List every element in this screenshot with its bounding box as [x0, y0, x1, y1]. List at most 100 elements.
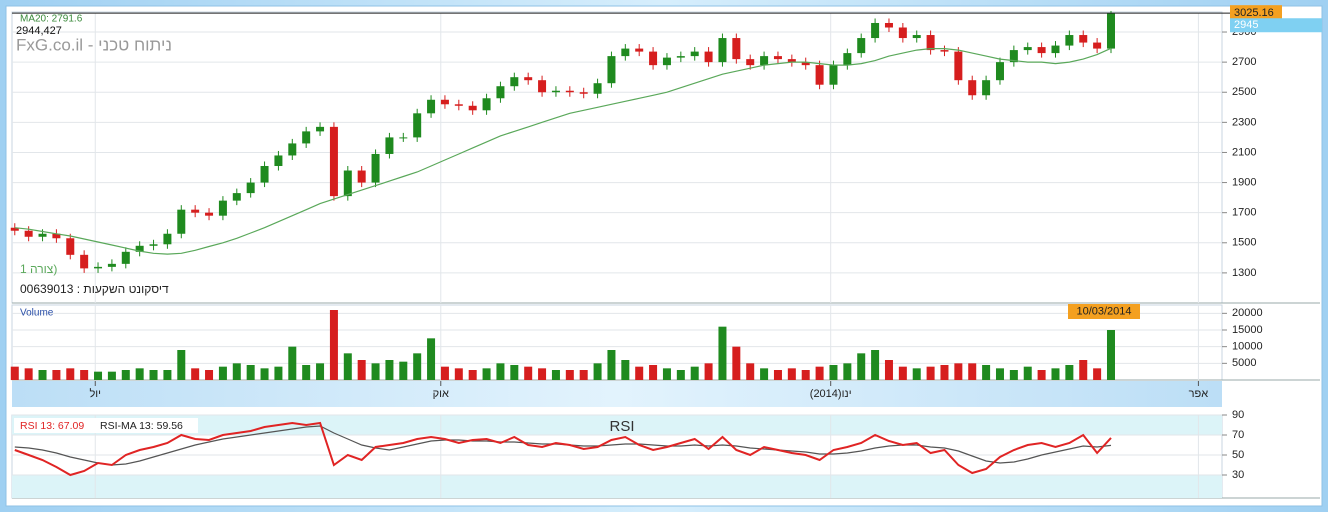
volume-bar [510, 365, 519, 380]
ma-label: MA20: 2791.6 [20, 14, 83, 25]
volume-bar [413, 353, 422, 380]
volume-bar [1037, 370, 1046, 380]
volume-bar [787, 368, 796, 380]
volume-bar [843, 363, 852, 380]
volume-bar [815, 366, 824, 380]
y-tick-label: 50 [1232, 449, 1244, 461]
candle-body [815, 65, 824, 85]
candle-body [24, 230, 33, 237]
date-box [1068, 304, 1140, 319]
y-tick-label: 20000 [1232, 307, 1263, 319]
candle-body [635, 48, 644, 52]
candle-body [607, 56, 616, 84]
candle-body [385, 137, 394, 154]
band [12, 475, 1222, 498]
volume-bar [38, 370, 47, 380]
x-tick-label: יול [89, 387, 101, 400]
volume-bar [718, 326, 727, 380]
volume-bar [690, 366, 699, 380]
volume-bar [551, 370, 560, 380]
candle-body [787, 59, 796, 63]
y-tick-label: 70 [1232, 429, 1244, 441]
volume-bar [329, 310, 338, 380]
volume-bar [149, 370, 158, 380]
volume-bar [288, 346, 297, 380]
y-tick-label: 2100 [1232, 146, 1256, 158]
volume-bar [982, 365, 991, 380]
volume-bar [538, 368, 547, 380]
volume-bar [940, 365, 949, 380]
crosshair-label: 2944,427 [16, 25, 62, 37]
candle-body [1023, 47, 1032, 51]
volume-bar [302, 365, 311, 380]
volume-bar [177, 350, 186, 380]
candle-body [191, 209, 200, 213]
y-tick-label: 2700 [1232, 56, 1256, 68]
last-price-box [1230, 5, 1282, 21]
volume-bar [593, 363, 602, 380]
volume-bar [107, 371, 116, 380]
candle-body [52, 233, 61, 239]
volume-bar [1009, 370, 1018, 380]
y-tick-label: 2300 [1232, 116, 1256, 128]
candle-body [371, 153, 380, 183]
volume-bar [232, 363, 241, 380]
candle-body [80, 254, 89, 269]
candle-body [912, 35, 921, 39]
volume-bar [857, 353, 866, 380]
volume-bar [121, 370, 130, 380]
candle-body [704, 51, 713, 63]
volume-bar [1093, 368, 1102, 380]
volume-bar [662, 368, 671, 380]
date-label: 10/03/2014 [1076, 305, 1131, 317]
x-tick-label: (2014)ינו [810, 388, 852, 400]
candle-body [482, 98, 491, 111]
candle-body [399, 137, 408, 139]
candle-body [593, 83, 602, 94]
volume-bar [565, 370, 574, 380]
candle-body [454, 104, 463, 106]
candle-body [1106, 13, 1115, 49]
candle-body [246, 182, 255, 194]
volume-bar [871, 350, 880, 380]
volume-bar [205, 370, 214, 380]
volume-bar [10, 366, 19, 380]
volume-bar [260, 368, 269, 380]
legend-box [14, 418, 198, 433]
ma-line [14, 47, 1112, 255]
candle-body [260, 166, 269, 183]
volume-bar [524, 366, 533, 380]
candle-body [107, 263, 116, 267]
candle-body [66, 238, 75, 255]
candle-body [329, 126, 338, 197]
y-tick-label: 10000 [1232, 341, 1263, 353]
candle-body [843, 53, 852, 66]
y-tick-label: 1900 [1232, 176, 1256, 188]
volume-bar [427, 338, 436, 380]
candle-body [94, 266, 103, 269]
volume-bar [968, 363, 977, 380]
volume-bar [1079, 360, 1088, 380]
instrument: 00639013 : דיסקונט השקעות [20, 282, 169, 296]
pattern: צורה 1) [20, 262, 57, 276]
volume-bar [1106, 330, 1115, 380]
volume-bar [24, 368, 33, 380]
candle-body [662, 57, 671, 66]
volume-bar [218, 366, 227, 380]
rsi-line [14, 421, 1112, 477]
volume-bar [773, 370, 782, 380]
legend-entry: RSI-MA 13: 59.56 [100, 420, 183, 432]
candle-body [274, 155, 283, 167]
y-tick-label: 5000 [1232, 357, 1256, 369]
candle-body [732, 38, 741, 60]
volume-bar [191, 368, 200, 380]
volume-bar [357, 360, 366, 380]
candle-body [884, 22, 893, 28]
candle-body [718, 38, 727, 63]
candle-body [829, 65, 838, 85]
candle-body [427, 99, 436, 114]
volume-bar [274, 366, 283, 380]
volume-bar [607, 350, 616, 380]
volume-bar [829, 365, 838, 380]
